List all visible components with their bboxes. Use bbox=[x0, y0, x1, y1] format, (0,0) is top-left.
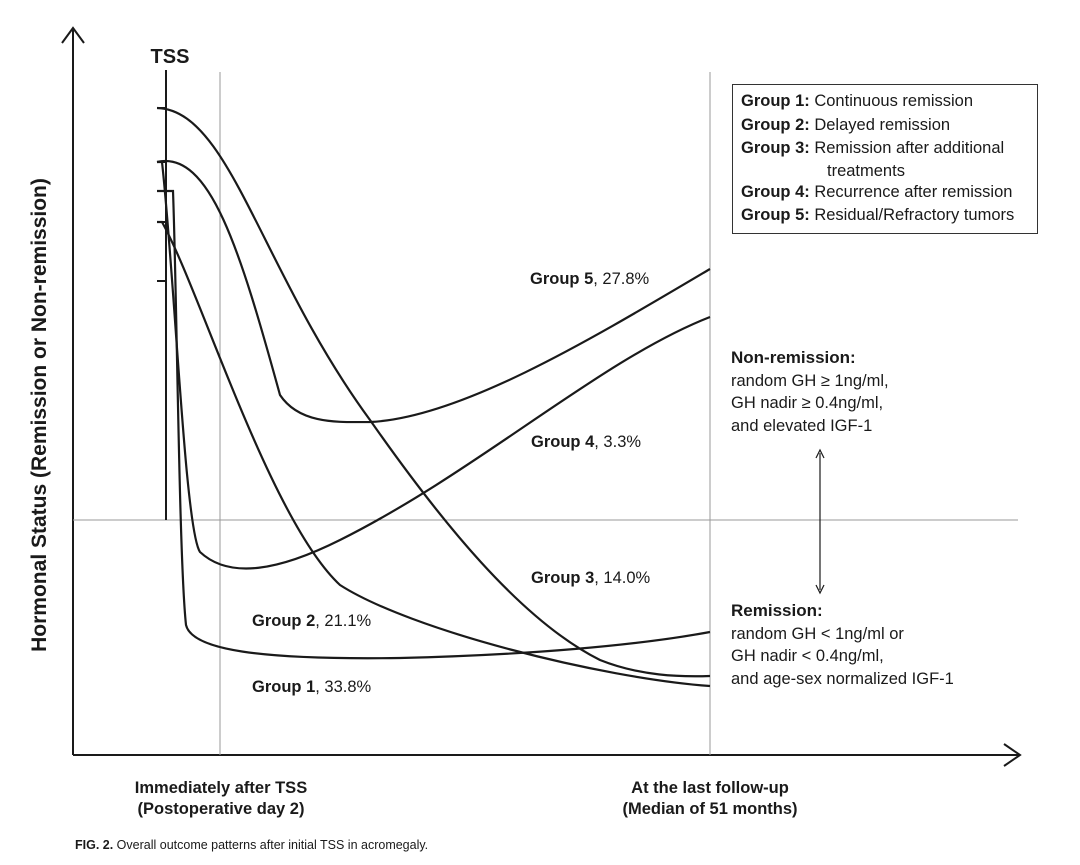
group-1-label: Group 1, 33.8% bbox=[252, 678, 372, 696]
group-2-label: Group 2, 21.1% bbox=[252, 612, 372, 630]
x-label-followup-line2: (Median of 51 months) bbox=[622, 800, 797, 818]
remission-line: GH nadir < 0.4ng/ml, bbox=[731, 647, 884, 665]
legend: Group 1: Continuous remission Group 2: D… bbox=[732, 84, 1038, 234]
legend-key: Group 4: bbox=[741, 182, 810, 201]
x-axis-arrowhead bbox=[1003, 743, 1022, 767]
legend-key: Group 2: bbox=[741, 115, 810, 134]
guide-lines bbox=[73, 72, 1018, 755]
group-3-name: Group 3 bbox=[531, 569, 594, 587]
group-2-name: Group 2 bbox=[252, 612, 315, 630]
group-1-name: Group 1 bbox=[252, 678, 315, 696]
legend-item-group-3: Group 3: Remission after additional trea… bbox=[741, 137, 1029, 181]
group-curves bbox=[156, 106, 711, 688]
criteria-arrow-up-head bbox=[815, 448, 825, 459]
non-remission-line: GH nadir ≥ 0.4ng/ml, bbox=[731, 394, 884, 412]
legend-text: Residual/Refractory tumors bbox=[814, 206, 1015, 224]
remission-line: and age-sex normalized IGF-1 bbox=[731, 669, 954, 688]
caption-text: Overall outcome patterns after initial T… bbox=[113, 838, 429, 852]
non-remission-title: Non-remission: bbox=[731, 348, 856, 367]
y-axis-label: Hormonal Status (Remission or Non-remiss… bbox=[28, 178, 51, 652]
non-remission-line: and elevated IGF-1 bbox=[731, 416, 873, 435]
group-2-curve bbox=[157, 220, 711, 688]
remission-line: random GH < 1ng/ml or bbox=[731, 624, 904, 643]
group-4-name: Group 4 bbox=[531, 433, 595, 451]
legend-text: Continuous remission bbox=[814, 92, 974, 110]
group-1-curve bbox=[157, 189, 711, 660]
caption-label: FIG. 2. bbox=[75, 838, 114, 852]
group-5-label: Group 5, 27.8% bbox=[530, 270, 650, 288]
group-5-pct: , 27.8% bbox=[593, 270, 649, 288]
group-4-curve bbox=[157, 160, 711, 570]
group-3-label: Group 3, 14.0% bbox=[531, 569, 651, 587]
group-4-pct: , 3.3% bbox=[594, 433, 641, 451]
group-2-pct: , 21.1% bbox=[315, 612, 371, 630]
group-4-label: Group 4, 3.3% bbox=[531, 433, 641, 451]
group-3-curve bbox=[156, 106, 711, 678]
legend-text: Remission after additional bbox=[814, 139, 1005, 157]
legend-text: Delayed remission bbox=[814, 115, 951, 134]
non-remission-line: random GH ≥ 1ng/ml, bbox=[731, 371, 889, 390]
group-5-name: Group 5 bbox=[530, 270, 593, 288]
non-remission-criteria: Non-remission: random GH ≥ 1ng/ml, GH na… bbox=[731, 347, 889, 437]
figure-caption: FIG. 2. Overall outcome patterns after i… bbox=[75, 838, 428, 852]
group-3-pct: , 14.0% bbox=[594, 569, 650, 587]
legend-key: Group 1: bbox=[741, 92, 810, 110]
axes bbox=[61, 26, 1022, 767]
x-label-postop-line2: (Postoperative day 2) bbox=[138, 800, 305, 818]
criteria-arrow-down-head bbox=[815, 584, 825, 595]
legend-item-group-4: Group 4: Recurrence after remission bbox=[741, 181, 1029, 205]
legend-item-group-2: Group 2: Delayed remission bbox=[741, 114, 1029, 138]
legend-item-group-1: Group 1: Continuous remission bbox=[741, 90, 1029, 114]
group-5-curve bbox=[156, 159, 711, 424]
group-1-pct: , 33.8% bbox=[315, 678, 371, 696]
legend-item-group-5: Group 5: Residual/Refractory tumors bbox=[741, 204, 1029, 228]
criteria-arrow bbox=[815, 448, 825, 595]
legend-key: Group 3: bbox=[741, 139, 810, 157]
legend-text: Recurrence after remission bbox=[814, 182, 1013, 201]
x-label-followup-line1: At the last follow-up bbox=[631, 779, 789, 797]
tss-label: TSS bbox=[151, 46, 190, 68]
legend-key: Group 5: bbox=[741, 206, 810, 224]
x-label-postop-line1: Immediately after TSS bbox=[135, 779, 307, 797]
legend-text-continued: treatments bbox=[827, 161, 905, 180]
y-axis-arrowhead bbox=[61, 26, 85, 44]
remission-title: Remission: bbox=[731, 601, 823, 620]
remission-criteria: Remission: random GH < 1ng/ml or GH nadi… bbox=[731, 600, 954, 690]
tss-marker bbox=[157, 70, 167, 520]
